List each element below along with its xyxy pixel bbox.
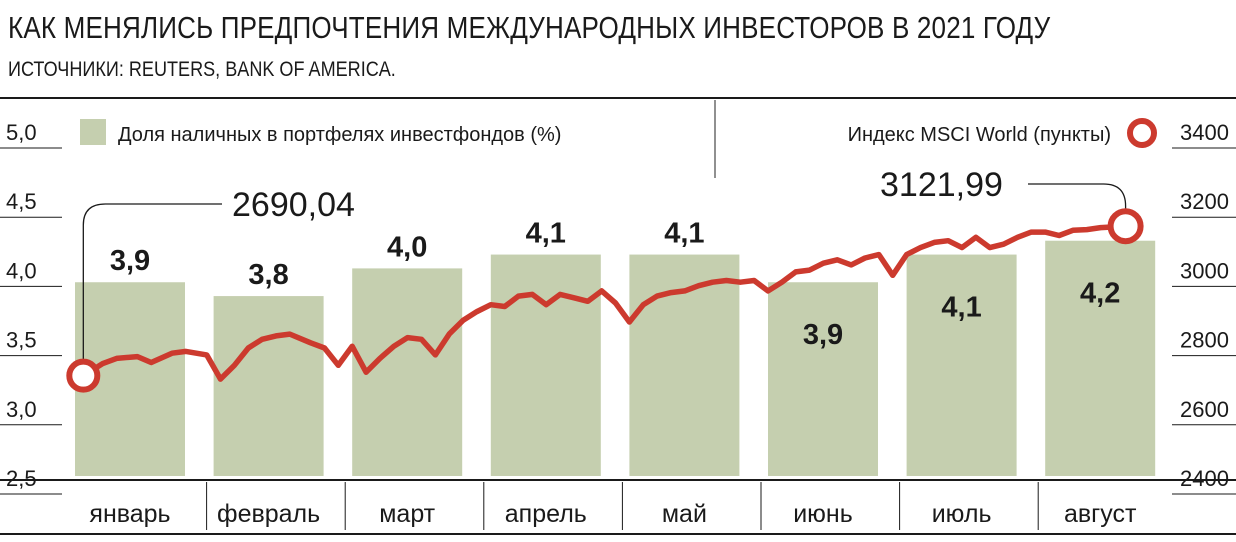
- right-tick-label: 3200: [1180, 189, 1229, 214]
- month-label: январь: [89, 500, 170, 528]
- left-tick-label: 2,5: [6, 466, 37, 491]
- chart-source: ИСТОЧНИКИ: REUTERS, BANK OF AMERICA.: [8, 58, 396, 81]
- start-leader-line: [82, 203, 222, 362]
- end-value-label: 3121,99: [880, 166, 1003, 204]
- month-label: март: [379, 500, 435, 528]
- end-marker: [1107, 208, 1144, 245]
- chart-title: КАК МЕНЯЛИСЬ ПРЕДПОЧТЕНИЯ МЕЖДУНАРОДНЫХ …: [8, 10, 1051, 45]
- month-label: июнь: [793, 500, 853, 528]
- bar-value-label: 3,8: [248, 259, 288, 291]
- end-leader-line: [1028, 183, 1127, 213]
- left-tick-label: 5,0: [6, 120, 37, 145]
- bar-июнь: [768, 282, 878, 476]
- bar-value-label: 3,9: [110, 245, 150, 277]
- right-tick-label: 2400: [1180, 466, 1229, 491]
- bar-value-label: 4,1: [664, 218, 704, 250]
- bar-март: [352, 268, 463, 476]
- right-tick-label: 2600: [1180, 397, 1229, 422]
- month-label: август: [1064, 500, 1137, 528]
- bar-value-label: 4,2: [1080, 278, 1120, 310]
- msci-line: [80, 223, 1129, 382]
- legend-line-label: Индекс MSCI World (пункты): [848, 124, 1111, 146]
- bar-февраль: [213, 296, 324, 476]
- left-tick-label: 3,0: [6, 397, 37, 422]
- bar-май: [629, 254, 740, 476]
- bar-июль: [906, 254, 1017, 476]
- month-label: июль: [932, 500, 992, 528]
- bar-апрель: [490, 254, 601, 476]
- month-label: май: [662, 500, 707, 528]
- right-tick-label: 2800: [1180, 328, 1229, 353]
- bar-август: [1045, 240, 1156, 476]
- legend-line-marker: [1127, 118, 1157, 148]
- start-value-label: 2690,04: [232, 186, 355, 224]
- bar-value-label: 3,9: [803, 319, 843, 351]
- left-tick-label: 3,5: [6, 328, 37, 353]
- legend-bars-label: Доля наличных в портфелях инвестфондов (…: [118, 124, 561, 146]
- month-label: апрель: [505, 500, 587, 528]
- start-marker: [66, 358, 101, 393]
- right-tick-label: 3000: [1180, 258, 1229, 283]
- bar-value-label: 4,1: [941, 292, 981, 324]
- left-tick-label: 4,0: [6, 258, 37, 283]
- right-tick-label: 3400: [1180, 120, 1229, 145]
- left-tick-label: 4,5: [6, 189, 37, 214]
- bar-value-label: 4,1: [526, 218, 566, 250]
- bar-value-label: 4,0: [387, 231, 427, 263]
- legend-bars-swatch: [80, 119, 106, 145]
- month-label: февраль: [217, 500, 320, 528]
